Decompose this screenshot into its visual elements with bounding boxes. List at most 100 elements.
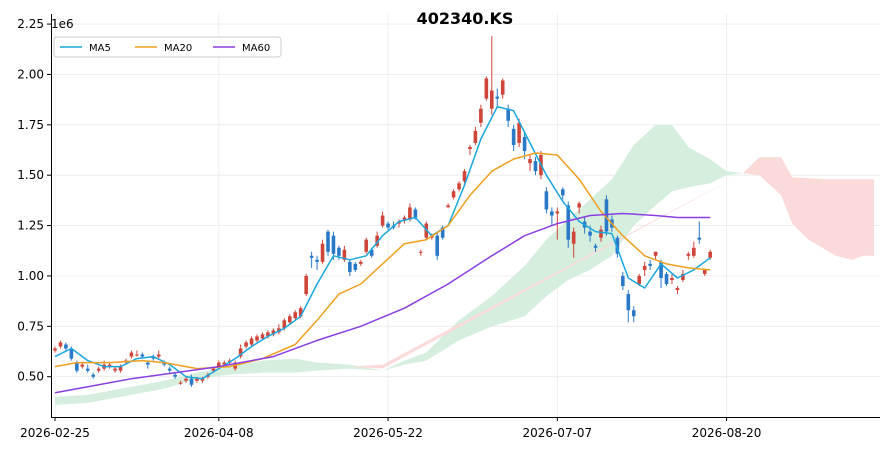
candle-body <box>135 354 139 356</box>
candle-body <box>648 263 652 266</box>
candle-body <box>375 235 379 246</box>
candle-body <box>479 108 483 123</box>
candle-body <box>457 183 461 190</box>
candle-body <box>446 205 450 208</box>
y-tick-label: 1.00 <box>17 269 44 283</box>
candle-body <box>435 235 439 256</box>
candle-body <box>522 136 527 152</box>
candle-body <box>200 378 205 381</box>
candle-body <box>631 310 636 317</box>
candle-body <box>490 90 494 109</box>
candle-body <box>222 362 227 365</box>
candle-body <box>681 273 685 280</box>
x-tick-label: 2026-05-22 <box>353 426 423 440</box>
grid-lines <box>51 14 880 417</box>
legend-label-ma60: MA60 <box>242 43 270 54</box>
candle-body <box>413 209 418 218</box>
candle-body <box>386 223 390 228</box>
candle-body <box>419 251 423 253</box>
candle-body <box>369 249 374 256</box>
candle-body <box>642 265 647 270</box>
candle-body <box>211 368 216 371</box>
candle-body <box>271 330 276 335</box>
y-tick-label: 0.50 <box>17 370 44 384</box>
candle-body <box>304 275 308 295</box>
candle-body <box>380 215 385 226</box>
candle-body <box>675 288 680 291</box>
candle-body <box>451 191 456 198</box>
axes <box>51 14 880 418</box>
candle-body <box>555 211 560 214</box>
candle-body <box>173 374 177 377</box>
candle-body <box>260 334 265 339</box>
candle-body <box>599 229 603 238</box>
candle-body <box>364 239 369 252</box>
candle-body <box>58 342 63 347</box>
candle-body <box>337 247 341 256</box>
candle-body <box>238 348 243 357</box>
y-offset-label: 1e6 <box>51 17 74 31</box>
candle-body <box>96 368 101 371</box>
candle-body <box>167 368 172 371</box>
candle-body <box>140 354 145 357</box>
candle-body <box>91 374 96 377</box>
candle-body <box>550 211 554 216</box>
candle-body <box>53 348 57 351</box>
candle-body <box>358 261 363 264</box>
chart-title: 402340.KS <box>417 9 514 28</box>
cloud-bullish <box>55 124 743 405</box>
series-line-ma60 <box>54 212 711 394</box>
candle-body <box>293 312 298 319</box>
legend: MA5 MA20 MA60 <box>53 36 282 58</box>
candle-body <box>659 261 663 278</box>
ichimoku-cloud <box>55 124 875 405</box>
candle-body <box>702 269 707 274</box>
candle-body <box>162 362 166 365</box>
candle-body <box>588 231 592 236</box>
candle-body <box>85 368 90 371</box>
y-tick-label: 1.75 <box>17 118 44 132</box>
candle-body <box>708 251 712 258</box>
candle-body <box>686 253 691 256</box>
candle-body <box>217 362 221 367</box>
candle-body <box>331 235 336 254</box>
candle-body <box>484 78 489 99</box>
candle-body <box>266 332 270 337</box>
candle-body <box>615 237 620 254</box>
candle-body <box>151 356 156 359</box>
candle-body <box>593 245 598 248</box>
candle-body <box>282 320 287 329</box>
x-tick-label: 2026-02-25 <box>20 426 90 440</box>
candle-body <box>184 378 188 381</box>
candle-body <box>113 368 117 371</box>
x-tick-label: 2026-08-20 <box>692 426 762 440</box>
candle-body <box>560 189 565 196</box>
candle-body <box>626 294 631 311</box>
candle-body <box>309 255 314 258</box>
candle-body <box>697 237 702 240</box>
candle-body <box>320 243 325 262</box>
candle-body <box>408 207 412 220</box>
candle-body <box>244 342 248 347</box>
candle-body <box>80 364 85 367</box>
candle-body <box>440 227 445 238</box>
candle-body <box>249 338 254 345</box>
candle-body <box>397 221 401 224</box>
candle-body <box>577 203 581 208</box>
candle-body <box>621 275 625 287</box>
candle-body <box>517 122 521 143</box>
candle-body <box>500 80 505 95</box>
candle-body <box>348 261 352 272</box>
candle-body <box>473 130 478 143</box>
candle-body <box>326 231 330 252</box>
candle-body <box>528 159 532 164</box>
candle-body <box>75 362 79 371</box>
moving-average-lines <box>54 105 711 394</box>
candle-body <box>146 362 150 365</box>
candle-body <box>298 308 303 317</box>
candle-body <box>637 275 642 285</box>
candle-body <box>468 146 472 150</box>
candle-body <box>189 378 194 385</box>
candle-body <box>107 364 112 367</box>
